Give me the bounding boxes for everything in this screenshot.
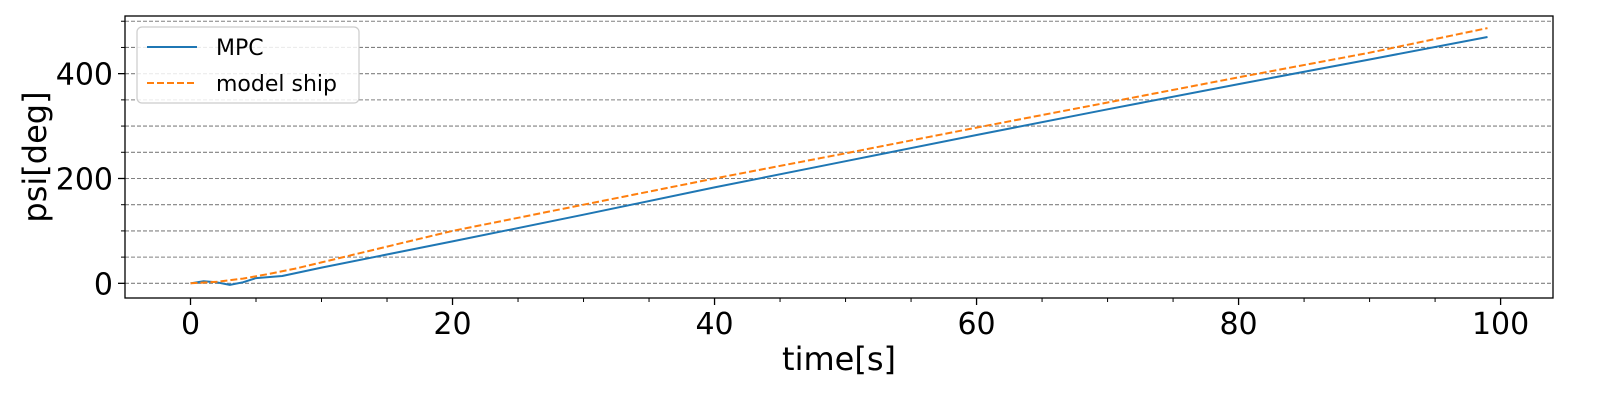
series-lines — [190, 27, 1488, 286]
y-axis-label: psi[deg] — [16, 91, 54, 222]
legend: MPC model ship — [136, 26, 360, 104]
x-axis-label: time[s] — [782, 340, 896, 378]
grid-lines — [125, 20, 1553, 284]
x-tick-label: 40 — [695, 307, 733, 342]
x-tick-label: 80 — [1219, 307, 1257, 342]
y-tick-label: 0 — [94, 267, 113, 302]
axis-labels: time[s] psi[deg] — [16, 91, 896, 378]
series-line-model-ship — [190, 27, 1488, 285]
x-tick-label: 0 — [181, 307, 200, 342]
y-tick-label: 200 — [56, 162, 113, 197]
legend-label-model-ship: model ship — [216, 72, 337, 97]
y-tick-label: 400 — [56, 58, 113, 93]
x-tick-label: 20 — [433, 307, 471, 342]
axis-ticks: 0 20 40 60 80 100 0 200 400 — [56, 20, 1529, 342]
legend-label-mpc: MPC — [216, 36, 264, 61]
series-line-mpc — [190, 36, 1488, 286]
x-tick-label: 100 — [1472, 307, 1529, 342]
x-tick-label: 60 — [957, 307, 995, 342]
plot-frame — [124, 15, 1554, 299]
